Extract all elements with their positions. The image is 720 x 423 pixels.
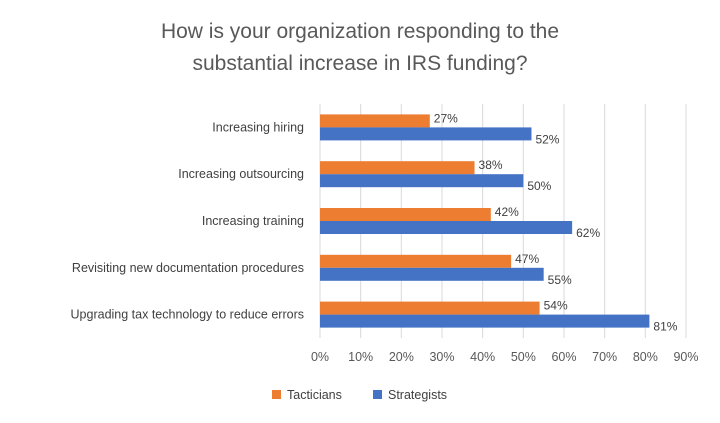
category-label: Increasing hiring	[212, 120, 304, 134]
legend: Tacticians Strategists	[272, 388, 447, 402]
bar-tacticians	[320, 254, 512, 268]
x-tick-label: 60%	[551, 350, 576, 364]
data-label: 81%	[653, 320, 677, 334]
data-label: 55%	[548, 273, 572, 287]
x-tick-label: 40%	[470, 350, 495, 364]
x-tick-label: 10%	[348, 350, 373, 364]
data-label: 52%	[535, 132, 559, 146]
bars	[320, 114, 650, 328]
x-tick-label: 30%	[429, 350, 454, 364]
category-label: Increasing training	[202, 214, 304, 228]
bar-strategists	[320, 314, 650, 328]
data-label: 54%	[544, 299, 568, 313]
legend-label-tacticians: Tacticians	[287, 388, 342, 402]
data-label: 38%	[479, 158, 503, 172]
x-tick-label: 70%	[592, 350, 617, 364]
data-label: 27%	[434, 111, 458, 125]
bar-tacticians	[320, 114, 430, 128]
bar-strategists	[320, 267, 544, 281]
legend-swatch-tacticians	[272, 390, 281, 399]
x-tick-label: 20%	[389, 350, 414, 364]
category-labels: Increasing hiring Increasing outsourcing I…	[71, 120, 305, 321]
x-tick-labels: 0% 10% 20% 30% 40% 50% 60% 70% 80% 90%	[311, 350, 699, 364]
bar-strategists	[320, 127, 532, 141]
x-tick-label: 50%	[511, 350, 536, 364]
bar-tacticians	[320, 161, 475, 175]
chart-title-line-1: How is your organization responding to t…	[161, 20, 559, 43]
data-label: 50%	[527, 179, 551, 193]
data-label: 42%	[495, 205, 519, 219]
bar-tacticians	[320, 208, 491, 221]
category-label: Increasing outsourcing	[178, 167, 304, 181]
x-tick-label: 80%	[633, 350, 658, 364]
data-label: 47%	[515, 252, 539, 266]
category-label: Upgrading tax technology to reduce error…	[71, 308, 304, 322]
data-label: 62%	[576, 226, 600, 240]
x-tick-label: 90%	[673, 350, 698, 364]
bar-tacticians	[320, 301, 540, 315]
legend-label-strategists: Strategists	[388, 388, 447, 402]
bar-strategists	[320, 221, 573, 234]
x-tick-label: 0%	[311, 350, 329, 364]
data-labels: 27% 52% 38% 50% 42% 62% 47% 55% 54% 81%	[434, 111, 678, 333]
legend-swatch-strategists	[373, 390, 382, 399]
chart-title-line-2: substantial increase in IRS funding?	[192, 52, 527, 75]
category-label: Revisiting new documentation procedures	[72, 261, 304, 275]
bar-strategists	[320, 174, 524, 188]
